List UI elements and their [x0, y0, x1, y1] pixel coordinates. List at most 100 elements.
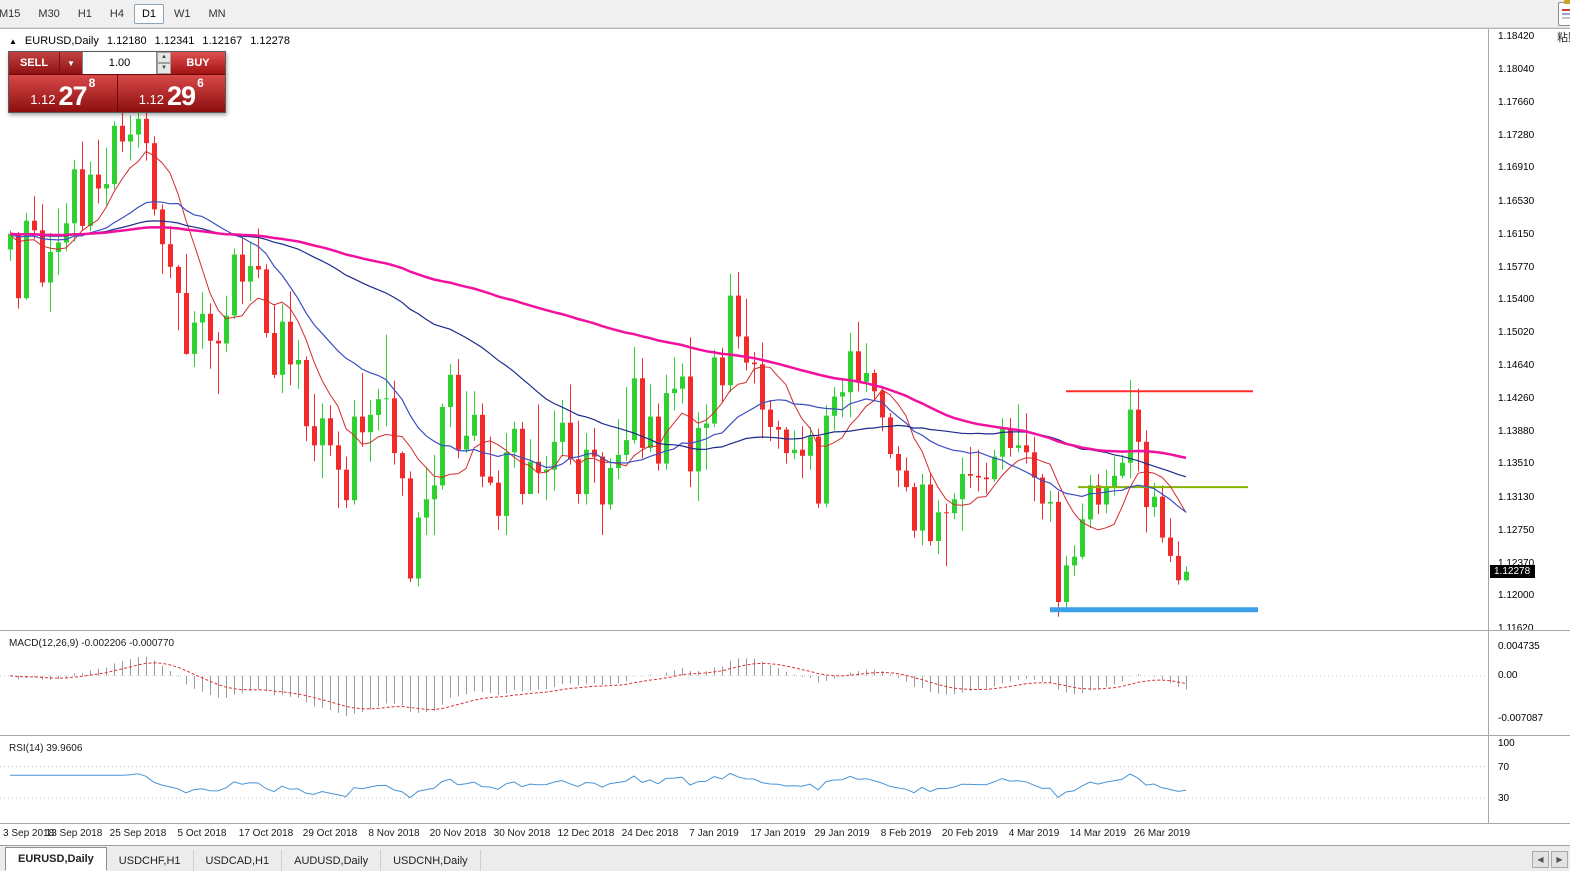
sell-price-figure: 27 — [58, 81, 88, 111]
expand-arrow-icon[interactable]: ▲ — [9, 36, 17, 46]
date-axis-label: 29 Oct 2018 — [302, 828, 358, 839]
timeframe-d1-button[interactable]: D1 — [133, 3, 164, 24]
price-axis-label: 1.13510 — [1498, 458, 1535, 470]
buy-button[interactable]: BUY — [171, 52, 225, 74]
price-axis-label: 1.16910 — [1498, 162, 1535, 174]
ohlc-low: 1.12167 — [202, 35, 243, 47]
price-axis-label: 1.14640 — [1498, 360, 1535, 372]
tab-scroll-controls: ◀ ▶ — [1530, 851, 1568, 868]
price-axis-label: 1.12000 — [1498, 589, 1535, 601]
sell-price-box[interactable]: 1.12 27 8 — [9, 75, 118, 112]
date-axis-label: 8 Feb 2019 — [880, 828, 932, 839]
sell-price-prefix: 1.12 — [30, 92, 56, 107]
date-axis-label: 17 Jan 2019 — [750, 828, 806, 839]
macd-chart[interactable] — [0, 631, 1488, 735]
price-axis: 1.12278 1.18420 1.18040 1.17660 1.17280 1.16… — [1488, 29, 1570, 630]
chart-tab-eurusd[interactable]: EURUSD,Daily — [5, 847, 107, 871]
rsi-axis-label: 30 — [1498, 793, 1510, 804]
rsi-label: RSI(14) 39.9606 — [9, 743, 83, 754]
timeframe-mn-button[interactable]: MN — [208, 7, 226, 20]
price-pane: ▲ EURUSD,Daily 1.12180 1.12341 1.12167 1… — [0, 29, 1570, 631]
rsi-axis-label: 70 — [1498, 761, 1510, 773]
sell-button[interactable]: SELL — [9, 52, 59, 74]
date-axis-label: 8 Nov 2018 — [368, 828, 420, 839]
date-axis-label: 7 Jan 2019 — [689, 828, 739, 839]
buy-price-box[interactable]: 1.12 29 6 — [117, 75, 225, 112]
price-axis-label: 1.11620 — [1498, 623, 1534, 631]
timeframe-m15-button[interactable]: M15 — [0, 7, 21, 20]
macd-axis-label: 0.004735 — [1498, 641, 1540, 652]
volume-dropdown-button[interactable]: ▼ — [59, 52, 82, 74]
chart-window: ▲ EURUSD,Daily 1.12180 1.12341 1.12167 1… — [0, 28, 1570, 845]
paste-overlay[interactable]: 粘贴 — [1545, 0, 1570, 45]
tab-scroll-right-button[interactable]: ▶ — [1551, 851, 1568, 868]
date-axis-label: 17 Oct 2018 — [238, 828, 294, 839]
price-axis-label: 1.14260 — [1498, 393, 1535, 405]
macd-axis-label: -0.007087 — [1498, 713, 1544, 724]
price-axis-label: 1.17660 — [1498, 97, 1535, 109]
date-axis-label: 24 Dec 2018 — [621, 828, 679, 839]
date-axis-label: 30 Nov 2018 — [493, 828, 551, 839]
price-axis-label: 1.12750 — [1498, 524, 1535, 536]
macd-label: MACD(12,26,9) -0.002206 -0.000770 — [9, 638, 175, 649]
tab-scroll-left-button[interactable]: ◀ — [1532, 851, 1549, 868]
buy-price-pip: 6 — [197, 76, 204, 90]
sell-price-pip: 8 — [88, 76, 96, 90]
date-axis-label: 3 Sep 2018 — [3, 828, 55, 839]
volume-up-button[interactable]: ▲ — [157, 52, 171, 63]
ohlc-open: 1.12180 — [106, 35, 147, 47]
price-axis-label: 1.16530 — [1498, 195, 1535, 207]
date-axis-label: 4 Mar 2019 — [1008, 828, 1060, 839]
clipboard-icon — [1558, 0, 1570, 26]
date-axis-label: 14 Mar 2019 — [1069, 828, 1127, 839]
rsi-pane: RSI(14) 39.9606 100 70 30 — [0, 736, 1570, 824]
timeframe-m30-button[interactable]: M30 — [38, 7, 60, 20]
price-axis-label: 1.17280 — [1498, 130, 1535, 142]
price-axis-label: 1.12370 — [1498, 557, 1535, 569]
macd-pane: MACD(12,26,9) -0.002206 -0.000770 0.0047… — [0, 631, 1570, 736]
chart-tab-usdcnh[interactable]: USDCNH,Daily — [381, 850, 481, 871]
timeframe-w1-button[interactable]: W1 — [174, 7, 191, 20]
date-axis-label: 20 Feb 2019 — [941, 828, 999, 839]
date-axis-label: 12 Dec 2018 — [557, 828, 615, 839]
chart-tab-audusd[interactable]: AUDUSD,Daily — [282, 850, 382, 871]
rsi-axis-label: 100 — [1498, 738, 1515, 749]
timeframe-h4-button[interactable]: H4 — [109, 7, 124, 20]
macd-axis: 0.004735 0.00 -0.007087 — [1488, 631, 1570, 735]
price-axis-label: 1.13880 — [1498, 426, 1535, 438]
chart-tab-usdcad[interactable]: USDCAD,H1 — [194, 850, 283, 871]
buy-price-figure: 29 — [167, 81, 196, 111]
candlestick-chart[interactable] — [0, 29, 1488, 630]
current-price-badge: 1.12278 — [1490, 564, 1536, 578]
paste-label: 粘贴 — [1557, 32, 1570, 44]
date-axis-label: 25 Sep 2018 — [109, 828, 167, 839]
date-axis-label: 20 Nov 2018 — [429, 828, 487, 839]
symbol-period-label: EURUSD,Daily — [24, 35, 99, 47]
date-axis-label: 26 Mar 2019 — [1133, 828, 1191, 839]
price-axis-label: 1.13130 — [1498, 491, 1535, 503]
ohlc-high: 1.12341 — [154, 35, 195, 47]
volume-spinner: ▲ ▼ — [157, 52, 171, 74]
price-axis-label: 1.15400 — [1498, 293, 1535, 305]
rsi-axis: 100 70 30 — [1488, 736, 1570, 823]
buy-price-prefix: 1.12 — [138, 92, 165, 107]
chart-tab-usdchf[interactable]: USDCHF,H1 — [107, 850, 194, 871]
volume-down-button[interactable]: ▼ — [157, 63, 171, 74]
date-axis-label: 13 Sep 2018 — [45, 828, 103, 839]
volume-input[interactable] — [82, 52, 157, 74]
macd-axis-label: 0.00 — [1498, 669, 1518, 681]
date-axis-label: 5 Oct 2018 — [177, 828, 227, 839]
one-click-trading-panel: SELL ▼ ▲ ▼ BUY 1.12 27 8 — [8, 51, 226, 113]
chart-header: ▲ EURUSD,Daily 1.12180 1.12341 1.12167 1… — [9, 35, 290, 47]
price-axis-label: 1.15020 — [1498, 327, 1535, 338]
price-axis-label: 1.15770 — [1498, 261, 1535, 273]
price-axis-label: 1.18040 — [1498, 64, 1535, 76]
chart-tabbar: EURUSD,Daily USDCHF,H1 USDCAD,H1 AUDUSD,Dai… — [0, 845, 1570, 871]
timeframe-h1-button[interactable]: H1 — [77, 7, 92, 20]
ohlc-close: 1.12278 — [250, 35, 290, 47]
price-axis-label: 1.18420 — [1498, 31, 1535, 42]
rsi-chart[interactable] — [0, 736, 1488, 823]
date-axis-label: 29 Jan 2019 — [814, 828, 870, 839]
price-axis-label: 1.16150 — [1498, 228, 1535, 240]
